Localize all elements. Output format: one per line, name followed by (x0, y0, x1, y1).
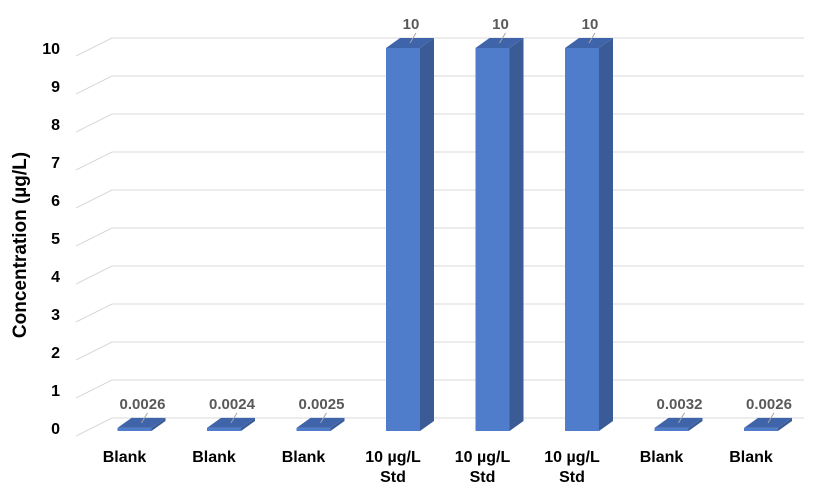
gridline-diagonal (75, 151, 113, 171)
bar (744, 417, 792, 431)
bar (117, 417, 166, 431)
gridline-diagonal (75, 379, 113, 399)
data-label: 10 (582, 16, 599, 33)
bar (475, 38, 524, 431)
bar-side (420, 38, 434, 431)
bar-front (386, 48, 420, 431)
y-tick-label: 4 (51, 269, 60, 286)
gridline-diagonal (75, 227, 113, 247)
data-label: 0.0026 (120, 396, 166, 413)
y-tick-label: 10 (42, 41, 60, 58)
x-axis-ticks: Blank Blank Blank 10 µg/L Std 10 µg/L Std 10 µg… (103, 449, 773, 486)
bar-front (744, 427, 778, 431)
data-label: 0.0026 (746, 396, 792, 413)
y-tick-label: 5 (51, 231, 60, 248)
bar-side (151, 417, 166, 431)
bars (117, 38, 792, 431)
bar (654, 417, 703, 431)
x-tick-label: Std (470, 469, 496, 486)
bar-side (599, 38, 613, 431)
y-tick-label: 9 (51, 79, 60, 96)
data-label: 10 (403, 16, 420, 33)
leader-line (320, 412, 327, 424)
leader-line (499, 32, 506, 44)
bar-front (117, 427, 152, 431)
bar-side (778, 417, 792, 431)
y-tick-label: 7 (51, 155, 60, 172)
bar (207, 417, 255, 431)
bar-side (241, 417, 255, 431)
y-tick-label: 2 (51, 345, 60, 362)
data-label: 10 (492, 16, 509, 33)
bar-front (296, 427, 331, 431)
x-tick-label: Blank (103, 449, 147, 466)
gridline-diagonal (75, 75, 113, 95)
x-tick-label: Blank (729, 449, 773, 466)
y-axis-ticks: 0 1 2 3 4 5 6 7 8 9 10 (42, 41, 60, 438)
x-tick-label: Blank (192, 449, 236, 466)
leader-line (767, 412, 775, 424)
y-tick-label: 8 (51, 117, 60, 134)
bar-front (654, 427, 689, 431)
gridline-diagonal (75, 189, 113, 209)
x-tick-label: 10 µg/L (455, 449, 511, 466)
bar-front (475, 48, 510, 431)
gridline-diagonal (75, 265, 113, 285)
bar-front (565, 48, 599, 431)
leader-line (141, 412, 148, 424)
gridline-diagonal (75, 341, 113, 361)
data-label: 0.0024 (209, 396, 256, 413)
bar-side (688, 417, 703, 431)
x-tick-label: 10 µg/L (544, 449, 600, 466)
x-tick-label: Blank (282, 449, 326, 466)
data-labels: 0.0026 0.0024 0.0025 10 10 10 0.0032 0.0026 (120, 16, 792, 424)
y-tick-label: 6 (51, 193, 60, 210)
x-tick-label: Std (380, 469, 406, 486)
bar (386, 38, 434, 431)
gridline-diagonal (75, 37, 113, 57)
gridlines (75, 37, 804, 437)
x-tick-label: 10 µg/L (365, 449, 421, 466)
data-label: 0.0025 (299, 396, 345, 413)
leader-line (588, 32, 596, 44)
y-tick-label: 3 (51, 307, 60, 324)
data-label: 0.0032 (657, 396, 703, 413)
bar-front (207, 427, 241, 431)
y-tick-label: 0 (51, 421, 60, 438)
x-tick-label: Std (559, 469, 585, 486)
bar (296, 417, 345, 431)
leader-line (409, 32, 417, 44)
leader-line (678, 412, 685, 424)
bar (565, 38, 613, 431)
y-tick-label: 1 (51, 383, 60, 400)
x-tick-label: Blank (640, 449, 684, 466)
leader-line (230, 412, 238, 424)
gridline-diagonal (75, 417, 113, 437)
gridline-diagonal (75, 113, 113, 133)
gridline-diagonal (75, 303, 113, 323)
y-axis-title: Concentration (µg/L) (10, 152, 31, 338)
bar-side (509, 38, 524, 431)
bar-side (330, 417, 345, 431)
